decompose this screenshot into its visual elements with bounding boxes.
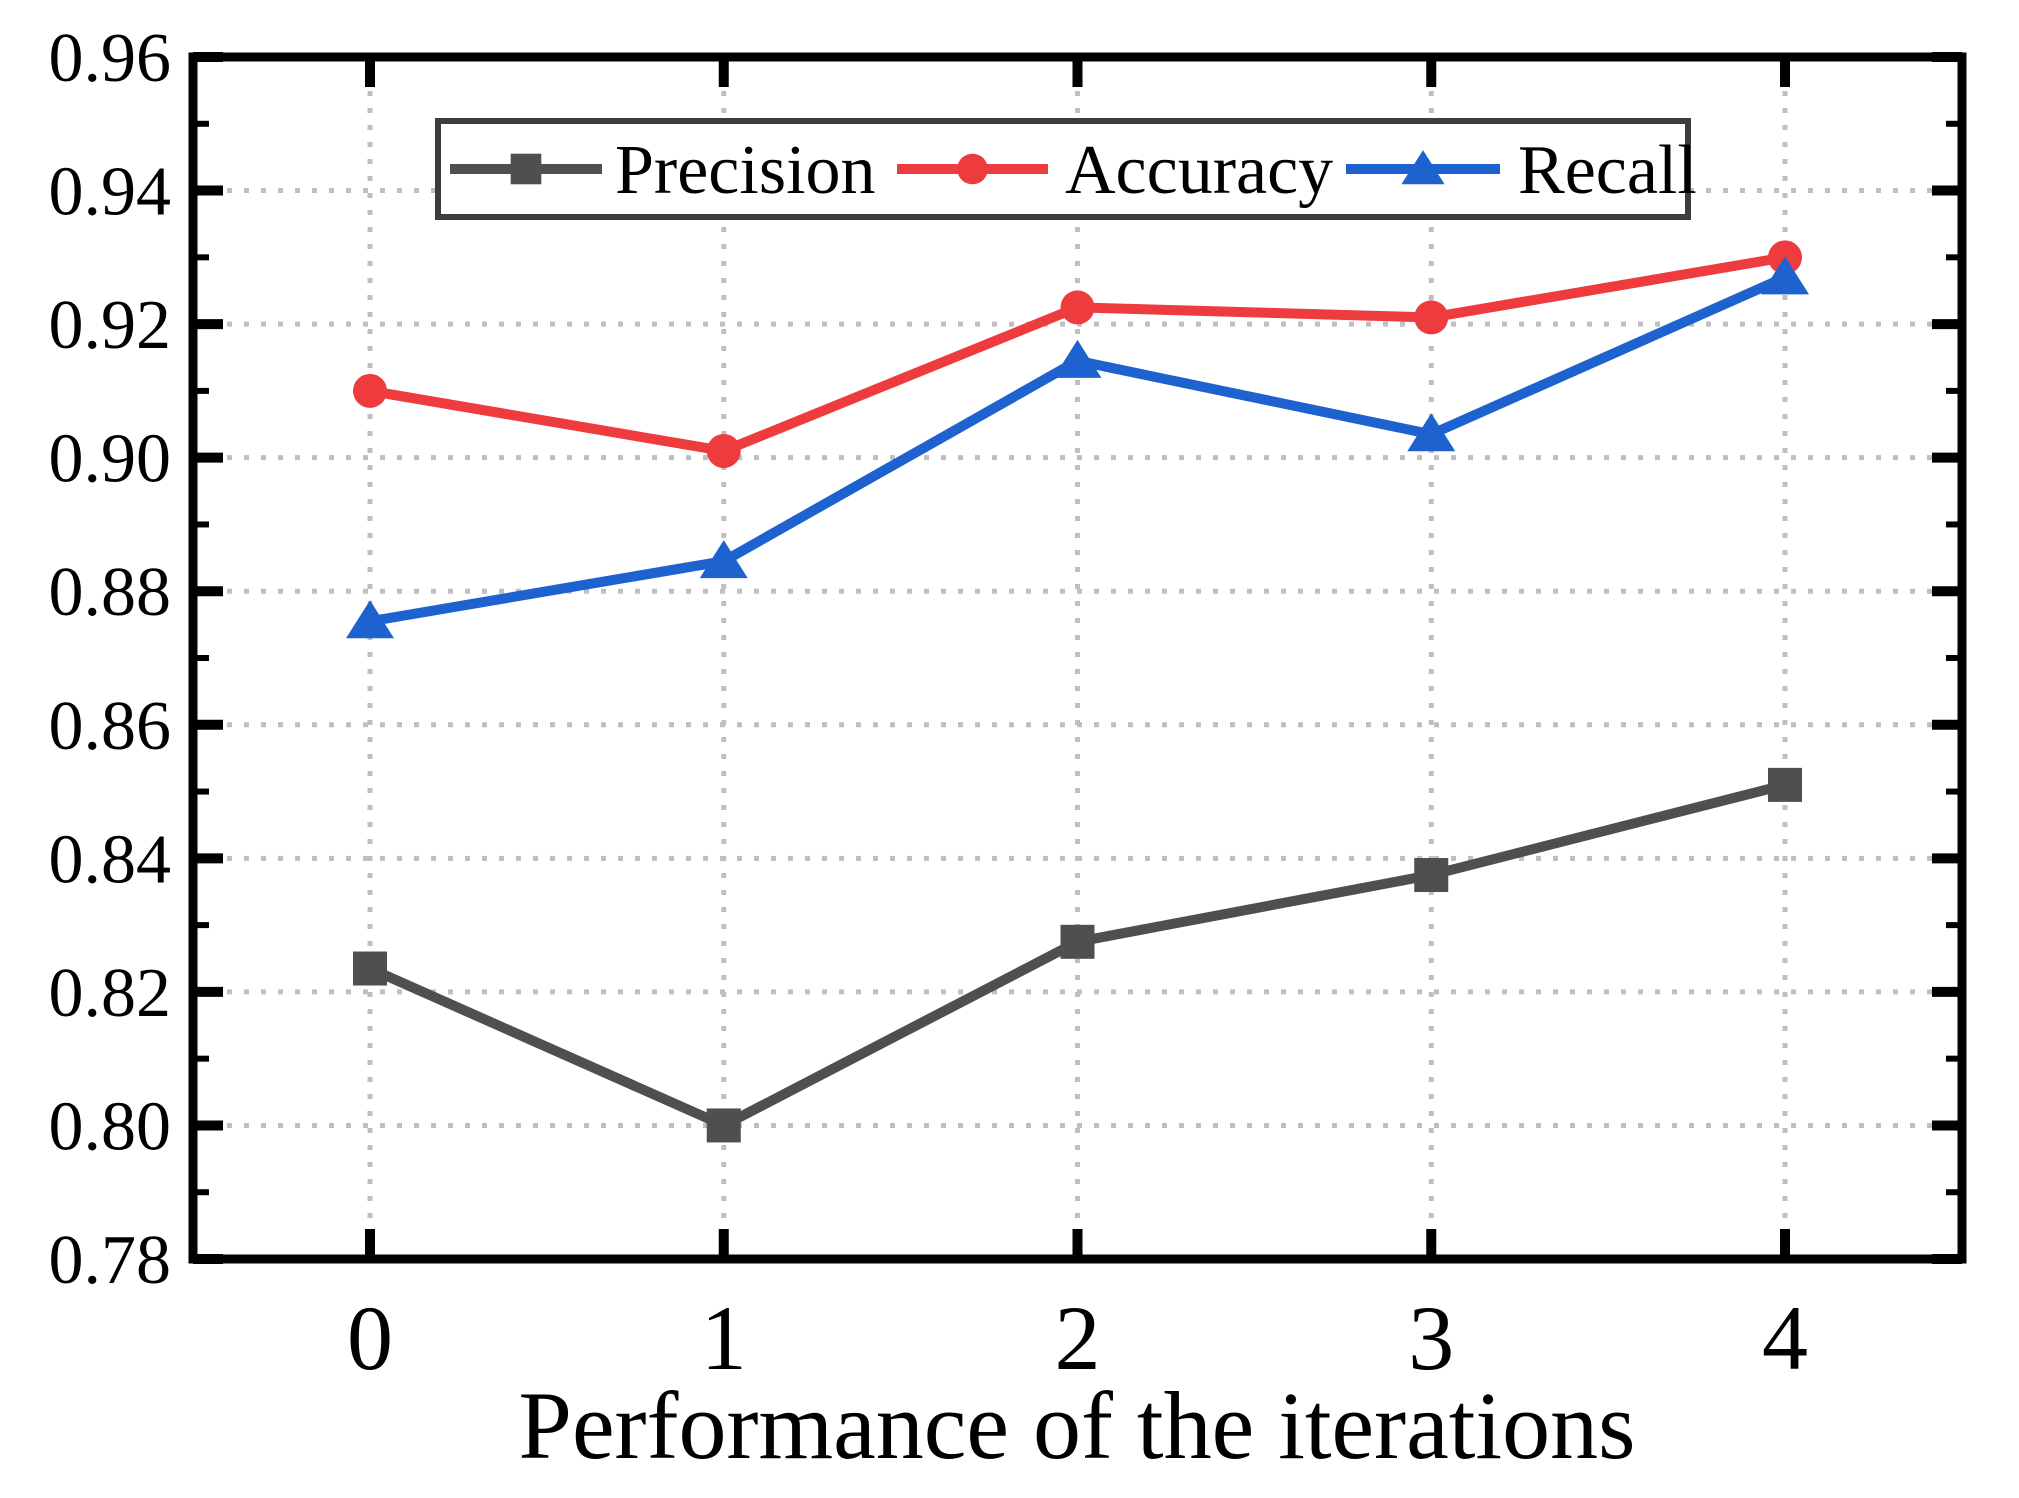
- y-tick-label: 0.82: [49, 955, 172, 1032]
- chart-generated-layer: 0.78 0.80 0.82 0.84 0.86 0.88 0.90 0.92 0.94 0.96…: [49, 20, 1967, 1389]
- marker-triangle: [1407, 413, 1456, 452]
- marker-triangle: [699, 540, 748, 579]
- marker-triangle: [1053, 339, 1102, 378]
- marker-square: [353, 951, 387, 986]
- y-tick-label: 0.96: [49, 20, 172, 97]
- marker-circle: [957, 153, 988, 185]
- marker-square: [1768, 767, 1802, 802]
- y-tick-label: 0.80: [49, 1088, 172, 1165]
- y-tick-label: 0.92: [49, 287, 172, 364]
- y-tick-label: 0.88: [49, 554, 172, 631]
- x-tick-label: 0: [347, 1287, 393, 1389]
- legend-label-recall: Recall: [1518, 132, 1697, 209]
- y-tick-label: 0.90: [49, 421, 172, 498]
- series-precision: [353, 767, 1802, 1143]
- x-tick-label: 1: [701, 1287, 747, 1389]
- marker-circle: [353, 373, 387, 408]
- marker-triangle: [346, 600, 394, 639]
- marker-square: [1414, 858, 1449, 893]
- gridlines: [193, 57, 1962, 1259]
- y-tick-label: 0.78: [49, 1222, 172, 1299]
- x-tick-label: 4: [1762, 1287, 1808, 1389]
- marker-circle: [1060, 290, 1095, 325]
- y-tick-label: 0.94: [49, 154, 172, 231]
- legend-label-accuracy: Accuracy: [1065, 132, 1333, 209]
- axis-ticks: [193, 52, 1962, 1264]
- x-axis-title: Performance of the iterations: [519, 1372, 1636, 1479]
- y-tick-label: 0.84: [49, 821, 172, 898]
- legend: [435, 118, 1691, 220]
- series-recall: [346, 256, 1809, 639]
- series-accuracy: [353, 240, 1802, 468]
- marker-square: [510, 153, 542, 185]
- marker-circle: [706, 433, 741, 468]
- marker-square: [706, 1108, 741, 1143]
- x-tick-label: 2: [1055, 1287, 1101, 1389]
- marker-circle: [1414, 300, 1449, 335]
- marker-triangle: [1761, 256, 1809, 295]
- y-tick-label: 0.86: [49, 688, 172, 765]
- legend-label-precision: Precision: [615, 132, 876, 209]
- marker-triangle: [1401, 150, 1445, 185]
- x-tick-label: 3: [1408, 1287, 1454, 1389]
- marker-square: [1060, 924, 1095, 959]
